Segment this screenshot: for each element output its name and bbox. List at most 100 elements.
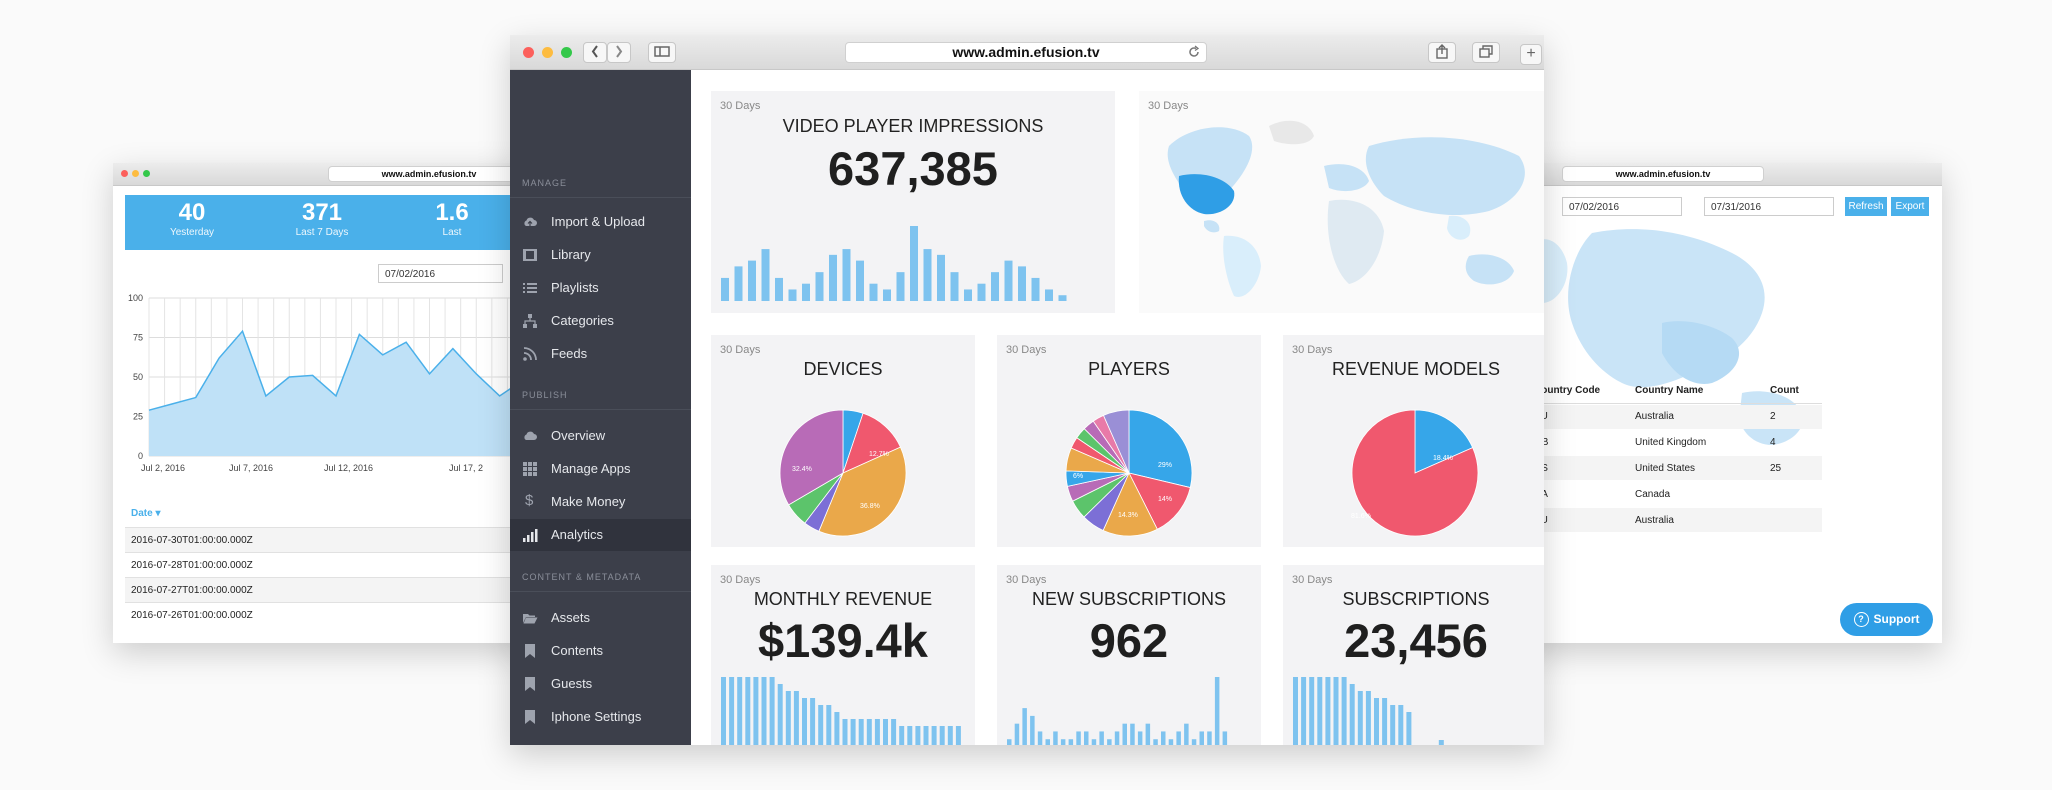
nav-contents[interactable]: Contents (510, 635, 691, 667)
devices-pie-chart: 12.7% 36.8% 32.4% (779, 409, 907, 537)
date-from-input[interactable]: 07/02/2016 (1562, 197, 1682, 216)
y-tick-label: 100 (128, 293, 143, 303)
bar (896, 272, 905, 301)
slice-label: 29% (1158, 462, 1172, 469)
bar (1317, 677, 1323, 745)
url-bar[interactable]: www.admin.efusion.tv (328, 166, 530, 182)
sidebar-toggle-button[interactable] (648, 42, 676, 63)
nav-overview[interactable]: Overview (510, 420, 691, 452)
period-caption: 30 Days (1006, 344, 1047, 356)
header-country-code[interactable]: Country Code (1534, 385, 1601, 396)
bar (788, 289, 797, 301)
folder-open-icon (523, 614, 538, 624)
pie-slice (1414, 409, 1474, 474)
kpi-value: 371 (301, 199, 343, 226)
kpi-last: 1.6 Last (397, 199, 507, 238)
bar (923, 249, 932, 301)
close-dot[interactable] (523, 47, 534, 58)
nav-label: Contents (551, 643, 604, 658)
table-row[interactable]: 2016-07-27T01:00:00.000Z (125, 577, 525, 602)
tabs-button[interactable] (1472, 42, 1500, 63)
table-row[interactable]: 2016-07-28T01:00:00.000Z (125, 552, 525, 577)
nav-make-money[interactable]: $ Make Money (510, 486, 691, 518)
forward-button[interactable] (607, 42, 631, 63)
close-dot[interactable] (121, 170, 128, 177)
new-tab-button[interactable]: + (1520, 44, 1542, 65)
impressions-bar-chart (721, 226, 1067, 301)
bar (883, 289, 891, 301)
bar (1349, 684, 1355, 745)
bar (1045, 739, 1050, 745)
sort-icon[interactable]: ▾ (152, 508, 161, 519)
bar (1293, 677, 1298, 745)
table-row[interactable] (1532, 508, 1822, 532)
table-row[interactable]: 2016-07-26T01:00:00.000Z (125, 602, 525, 627)
bar (923, 726, 929, 745)
minimize-dot[interactable] (132, 170, 139, 177)
bar (1309, 677, 1315, 745)
bar (1060, 739, 1066, 745)
nav-assets[interactable]: Assets (510, 602, 691, 634)
bar (1014, 723, 1020, 745)
subscriptions-card: 30 Days SUBSCRIPTIONS 23,456 (1283, 565, 1544, 745)
chevron-right-icon (616, 45, 623, 58)
header-country-name[interactable]: Country Name (1635, 385, 1704, 396)
date-to-input[interactable]: 07/31/2016 (1704, 197, 1834, 216)
bar (1207, 731, 1212, 745)
reload-icon[interactable] (1187, 45, 1201, 59)
support-label: Support (1873, 612, 1920, 626)
new-subscriptions-value: 962 (1089, 614, 1169, 667)
bar (1018, 266, 1026, 301)
maximize-dot[interactable] (143, 170, 150, 177)
maximize-dot[interactable] (561, 47, 572, 58)
bar (818, 705, 824, 745)
nav-manage-apps[interactable]: Manage Apps (510, 453, 691, 485)
nav-guests[interactable]: Guests (510, 668, 691, 700)
bar (1222, 731, 1228, 745)
nav-label: Import & Upload (551, 214, 645, 229)
cell-name: United States (1635, 463, 1696, 474)
bar (947, 726, 953, 745)
nav-analytics[interactable]: Analytics (510, 519, 691, 551)
x-tick-label: Jul 12, 2016 (324, 463, 373, 473)
share-button[interactable] (1428, 42, 1456, 63)
nav-playlists[interactable]: Playlists (510, 272, 691, 304)
title-bar: www.admin.efusion.tv (113, 163, 533, 186)
area-fill (149, 331, 523, 456)
bar (910, 226, 918, 301)
sidebar-icon (654, 46, 670, 57)
nav-iphone-settings[interactable]: Iphone Settings (510, 701, 691, 733)
back-button[interactable] (583, 42, 607, 63)
bar (964, 289, 972, 301)
support-button[interactable]: ? Support (1840, 603, 1933, 636)
bar (955, 726, 961, 745)
nav-library[interactable]: Library (510, 239, 691, 271)
nav-categories[interactable]: Categories (510, 305, 691, 337)
cell-name: United Kingdom (1635, 437, 1707, 448)
nav-feeds[interactable]: Feeds (510, 338, 691, 370)
url-bar[interactable]: www.admin.efusion.tv (1562, 166, 1764, 182)
bar (769, 677, 775, 745)
bar (802, 283, 810, 301)
minimize-dot[interactable] (542, 47, 553, 58)
nav-label: Guests (551, 676, 593, 691)
table-header[interactable]: Date ▾ (125, 503, 525, 525)
bar (1184, 723, 1189, 745)
bar (1045, 289, 1053, 301)
chevron-left-icon (591, 45, 598, 58)
bar (1091, 739, 1097, 745)
date-column-header[interactable]: Date (131, 508, 153, 519)
date-input[interactable]: 07/02/2016 (378, 264, 503, 283)
table-row[interactable] (1532, 456, 1822, 480)
export-button[interactable]: Export (1891, 197, 1929, 216)
slice-label: 14.3% (1118, 512, 1138, 519)
table-row[interactable] (1532, 405, 1822, 429)
sitemap-icon (523, 314, 537, 328)
url-bar[interactable]: www.admin.efusion.tv (845, 42, 1207, 63)
table-row[interactable]: 2016-07-30T01:00:00.000Z (125, 527, 525, 552)
kpi-label: Last 7 Days (295, 227, 349, 238)
refresh-button[interactable]: Refresh (1845, 197, 1887, 216)
nav-import-upload[interactable]: Import & Upload (510, 206, 691, 238)
header-count[interactable]: Count (1770, 385, 1799, 396)
bar (869, 283, 878, 301)
